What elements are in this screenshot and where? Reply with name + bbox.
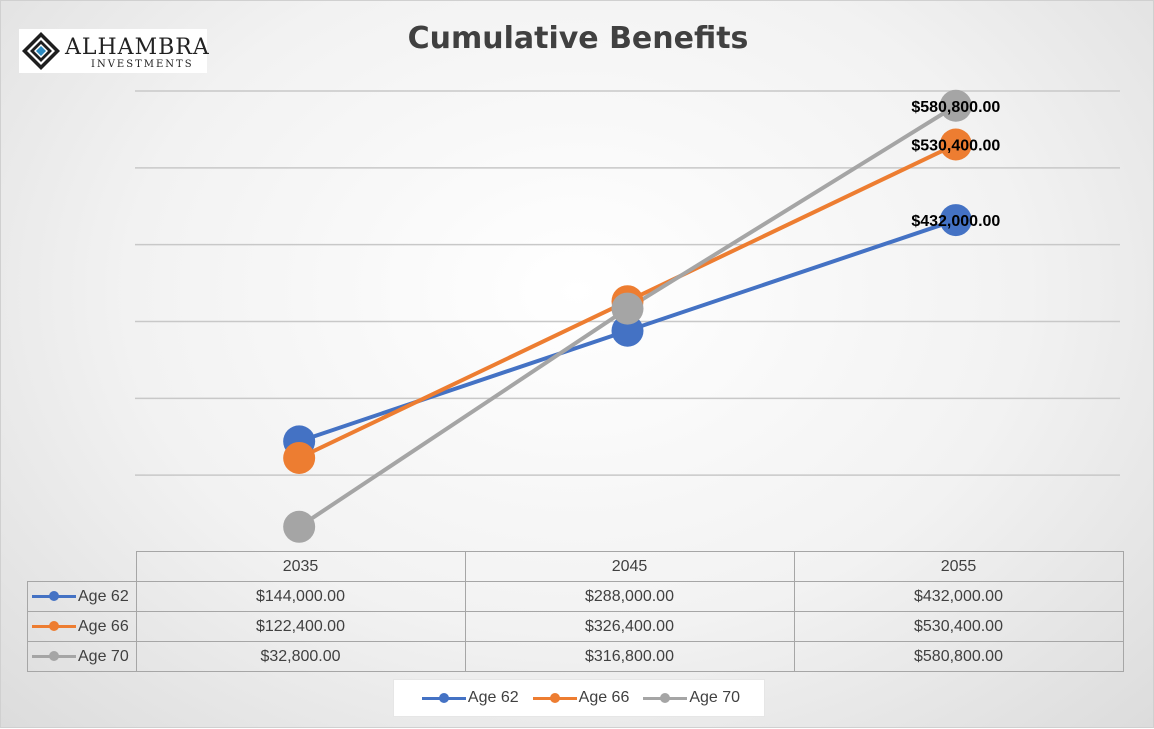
table-header-row: 2035 2045 2055 <box>27 551 1124 582</box>
table-cell: $530,400.00 <box>793 611 1124 642</box>
table-row-key: Age 62 <box>27 581 137 612</box>
table-cell: $580,800.00 <box>793 641 1124 672</box>
table-row-key: Age 70 <box>27 641 137 672</box>
legend-swatch-icon <box>421 692 466 704</box>
table-header-cell: 2055 <box>793 551 1124 582</box>
chart-title: Cumulative Benefits <box>407 21 749 56</box>
series-swatch-icon <box>32 650 76 662</box>
data-point <box>939 204 972 237</box>
table-cell: $122,400.00 <box>135 611 466 642</box>
table-corner <box>27 551 136 582</box>
data-table: 2035 2045 2055 Age 62 $144,000.00 $288,0… <box>27 551 1124 672</box>
legend-swatch-icon <box>532 692 577 704</box>
data-point <box>939 128 972 161</box>
table-row-label: Age 62 <box>78 587 129 605</box>
data-point <box>283 441 316 474</box>
alhambra-logo: ALHAMBRA INVESTMENTS <box>19 29 210 73</box>
table-cell: $32,800.00 <box>135 641 466 672</box>
data-label: $580,800.00 <box>911 99 1000 116</box>
logo-subtitle: INVESTMENTS <box>91 59 194 70</box>
series-swatch-icon <box>32 590 76 602</box>
legend-item[interactable]: Age 62 <box>418 689 519 707</box>
table-row: Age 62 $144,000.00 $288,000.00 $432,000.… <box>27 581 1124 612</box>
legend-label: Age 62 <box>467 689 519 706</box>
data-label: $530,400.00 <box>911 137 1000 154</box>
table-cell: $326,400.00 <box>464 611 795 642</box>
table-row-label: Age 70 <box>78 647 129 665</box>
table-cell: $144,000.00 <box>135 581 466 612</box>
table-row: Age 66 $122,400.00 $326,400.00 $530,400.… <box>27 611 1124 642</box>
table-header-cell: 2045 <box>464 551 795 582</box>
data-point <box>611 314 644 347</box>
table-row-label: Age 66 <box>78 617 129 635</box>
legend-label: Age 70 <box>689 689 741 706</box>
table-header-cell: 2035 <box>135 551 466 582</box>
data-point <box>611 292 644 325</box>
data-point <box>939 89 972 122</box>
table-row: Age 70 $32,800.00 $316,800.00 $580,800.0… <box>27 641 1124 672</box>
logo-name: ALHAMBRA <box>65 35 210 60</box>
table-cell: $288,000.00 <box>464 581 795 612</box>
data-label: $432,000.00 <box>911 213 1000 230</box>
legend-swatch-icon <box>643 692 688 704</box>
logo-diamond-icon <box>22 32 60 70</box>
table-cell: $316,800.00 <box>464 641 795 672</box>
legend-item[interactable]: Age 70 <box>639 689 740 707</box>
table-cell: $432,000.00 <box>793 581 1124 612</box>
legend-item[interactable]: Age 66 <box>529 689 630 707</box>
series-swatch-icon <box>32 620 76 632</box>
legend-label: Age 66 <box>578 689 630 706</box>
data-point <box>283 510 316 543</box>
legend: Age 62 Age 66 Age 70 <box>393 679 765 717</box>
table-row-key: Age 66 <box>27 611 137 642</box>
